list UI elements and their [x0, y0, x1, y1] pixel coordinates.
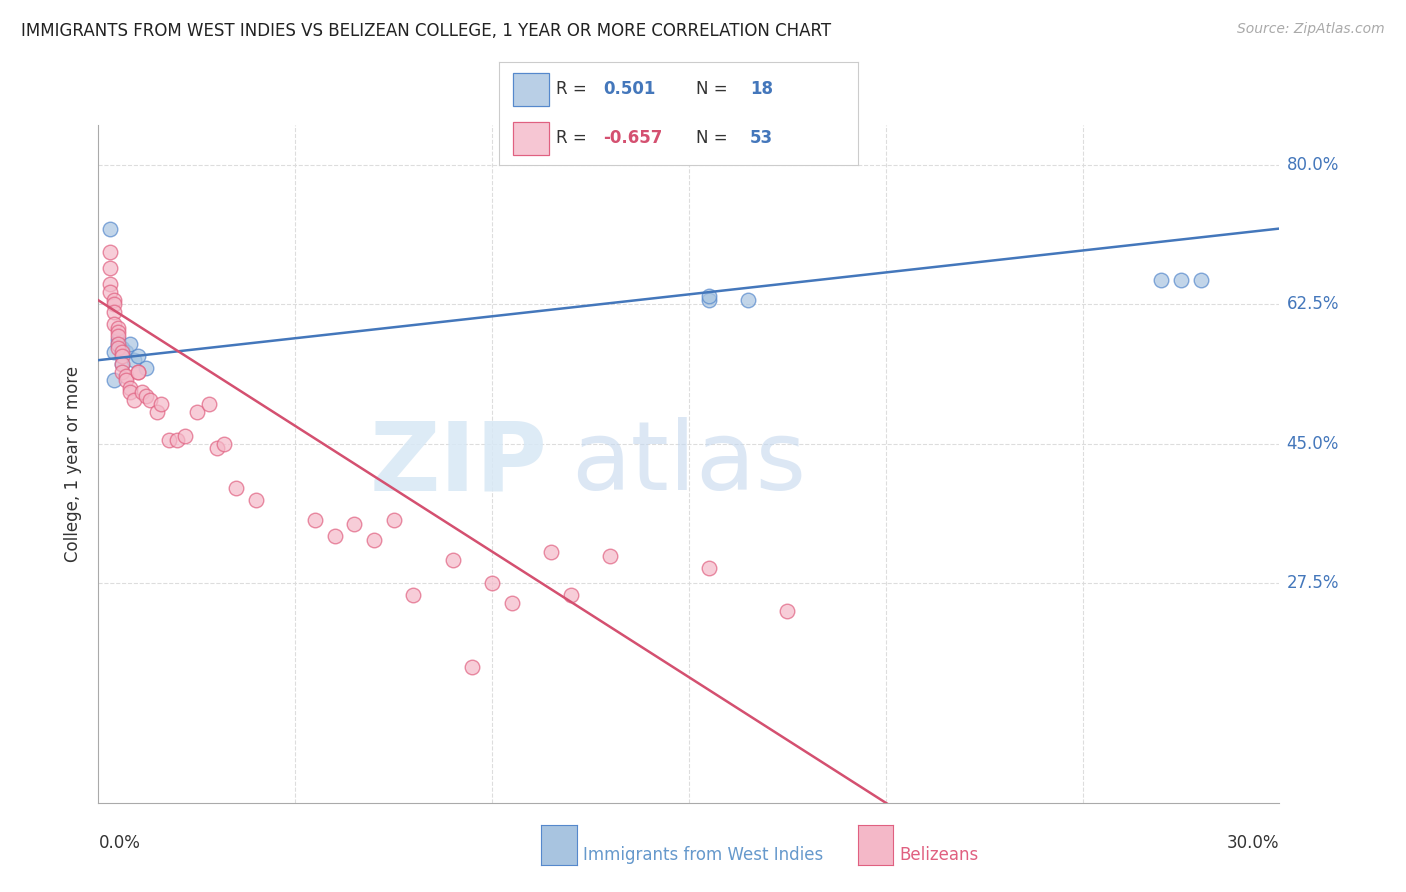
Point	[111, 357, 134, 371]
Point	[103, 345, 125, 359]
Point	[131, 385, 153, 400]
Point	[107, 329, 129, 343]
Point	[98, 245, 121, 260]
Point	[402, 589, 425, 603]
Point	[98, 285, 121, 300]
Text: 0.501: 0.501	[603, 80, 655, 98]
Point	[599, 549, 621, 563]
Point	[107, 321, 129, 335]
Point	[107, 337, 129, 351]
Text: 62.5%: 62.5%	[1286, 295, 1339, 313]
Text: Belizeans: Belizeans	[900, 846, 979, 863]
Point	[197, 397, 219, 411]
Point	[107, 325, 129, 339]
Point	[115, 373, 138, 387]
Point	[107, 341, 129, 355]
Bar	[513, 122, 550, 155]
Point	[103, 305, 125, 319]
Point	[107, 333, 129, 347]
Point	[118, 381, 141, 395]
Text: IMMIGRANTS FROM WEST INDIES VS BELIZEAN COLLEGE, 1 YEAR OR MORE CORRELATION CHAR: IMMIGRANTS FROM WEST INDIES VS BELIZEAN …	[21, 22, 831, 40]
Point	[697, 289, 720, 303]
Point	[98, 261, 121, 276]
Point	[111, 349, 134, 363]
Point	[697, 293, 720, 308]
Point	[127, 365, 149, 379]
Text: N =: N =	[696, 80, 733, 98]
Point	[138, 392, 160, 407]
Point	[737, 293, 759, 308]
Point	[214, 437, 236, 451]
Point	[122, 392, 145, 407]
Point	[146, 405, 169, 419]
Point	[697, 560, 720, 574]
Point	[363, 533, 385, 547]
Point	[111, 365, 134, 379]
Text: 27.5%: 27.5%	[1286, 574, 1339, 592]
Text: 80.0%: 80.0%	[1286, 156, 1339, 174]
Point	[111, 357, 134, 371]
Point	[501, 596, 523, 610]
Point	[382, 513, 405, 527]
Point	[127, 349, 149, 363]
Point	[122, 353, 145, 368]
Point	[107, 337, 129, 351]
Bar	[513, 73, 550, 105]
Point	[103, 318, 125, 332]
Point	[103, 293, 125, 308]
Point	[225, 481, 247, 495]
Point	[111, 345, 134, 359]
Point	[174, 429, 197, 443]
Point	[103, 297, 125, 311]
Text: R =: R =	[557, 80, 592, 98]
Text: ZIP: ZIP	[370, 417, 547, 510]
Point	[118, 337, 141, 351]
Text: 45.0%: 45.0%	[1286, 435, 1339, 453]
Text: 0.0%: 0.0%	[98, 834, 141, 852]
Point	[135, 361, 157, 376]
Text: Source: ZipAtlas.com: Source: ZipAtlas.com	[1237, 22, 1385, 37]
Point	[1150, 273, 1173, 287]
Bar	[513, 73, 550, 105]
Point	[186, 405, 208, 419]
Point	[245, 492, 267, 507]
Point	[115, 345, 138, 359]
Point	[323, 528, 346, 542]
Point	[111, 341, 134, 355]
Text: R =: R =	[557, 129, 592, 147]
Point	[481, 576, 503, 591]
Bar	[513, 122, 550, 155]
Point	[560, 589, 582, 603]
Point	[343, 516, 366, 531]
Point	[540, 544, 562, 558]
Point	[127, 365, 149, 379]
Point	[103, 373, 125, 387]
Y-axis label: College, 1 year or more: College, 1 year or more	[65, 366, 83, 562]
Point	[776, 604, 799, 618]
Point	[304, 513, 326, 527]
Point	[118, 385, 141, 400]
Text: 30.0%: 30.0%	[1227, 834, 1279, 852]
Point	[1170, 273, 1192, 287]
Text: Immigrants from West Indies: Immigrants from West Indies	[583, 846, 824, 863]
Point	[461, 660, 484, 674]
Point	[135, 389, 157, 403]
Text: atlas: atlas	[571, 417, 806, 510]
Text: -0.657: -0.657	[603, 129, 662, 147]
Point	[98, 221, 121, 235]
Point	[98, 277, 121, 292]
Text: N =: N =	[696, 129, 733, 147]
Point	[205, 441, 228, 455]
Point	[166, 433, 188, 447]
Point	[441, 552, 464, 566]
Text: 53: 53	[751, 129, 773, 147]
Point	[157, 433, 180, 447]
Text: 18: 18	[751, 80, 773, 98]
Point	[150, 397, 173, 411]
Point	[115, 369, 138, 384]
Point	[1189, 273, 1212, 287]
